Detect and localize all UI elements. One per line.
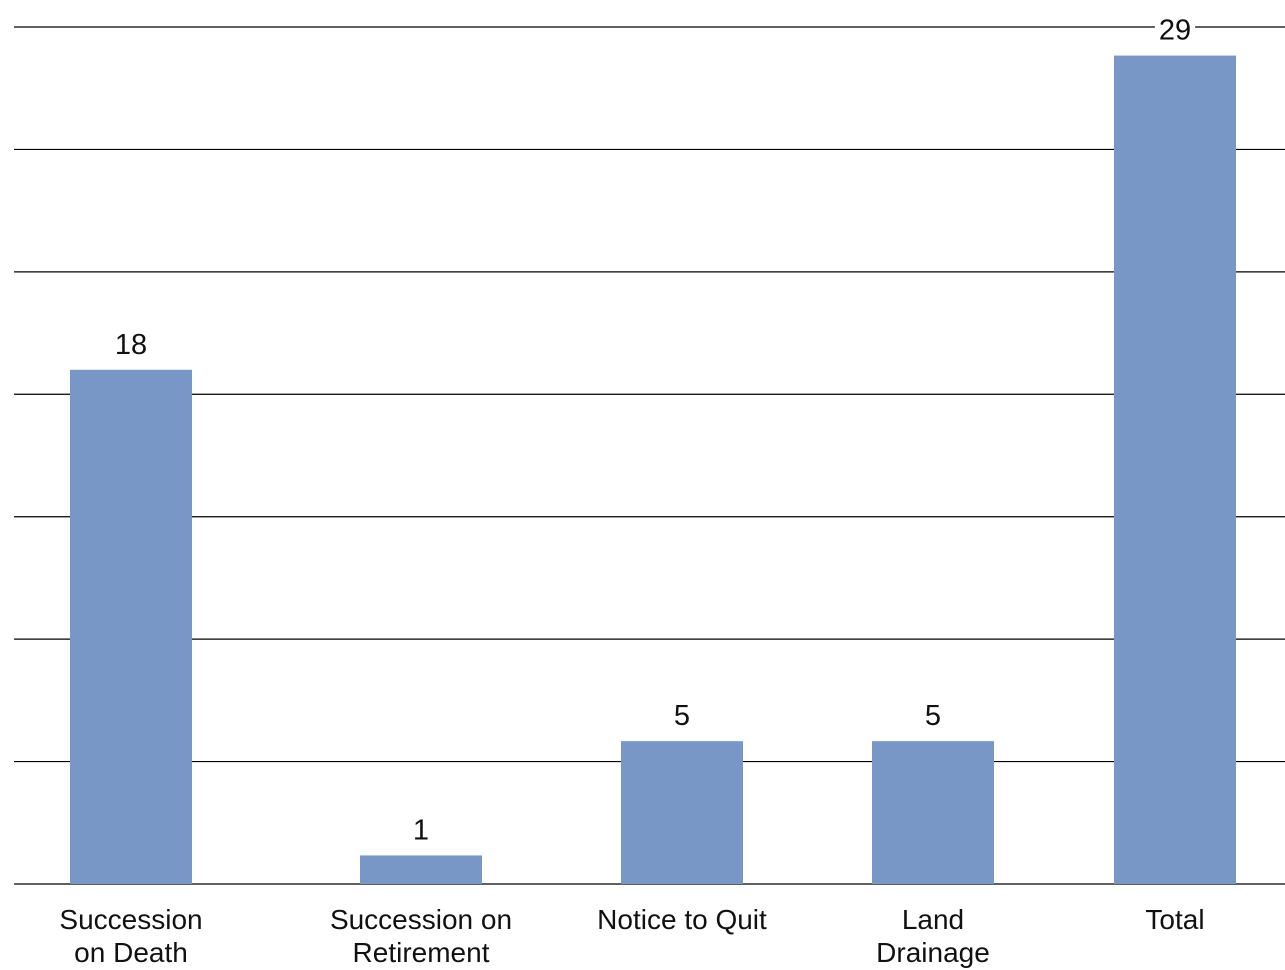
category-label: Succession: [59, 904, 202, 935]
value-label: 5: [925, 700, 941, 732]
value-label: 29: [1159, 15, 1191, 47]
value-labels: 18 1 5 5 29: [110, 15, 1196, 846]
value-label-background: [110, 329, 152, 360]
value-label: 1: [413, 814, 429, 846]
category-label: Succession on: [330, 904, 512, 935]
value-label-background: [920, 701, 946, 732]
category-label: Total: [1145, 904, 1204, 935]
bars: [70, 55, 1236, 885]
value-label-background: [1154, 15, 1196, 46]
category-label: Retirement: [353, 937, 490, 968]
category-label: on Death: [74, 937, 188, 968]
category-label: Notice to Quit: [597, 904, 767, 935]
gridlines: [14, 26, 1285, 885]
value-label-background: [408, 815, 434, 846]
category-label: Drainage: [876, 937, 990, 968]
category-label: Land: [902, 904, 964, 935]
value-label: 5: [674, 700, 690, 732]
bar: [360, 855, 482, 884]
value-label: 18: [115, 329, 147, 361]
bar: [1114, 55, 1236, 885]
bar: [70, 369, 192, 884]
bar: [621, 741, 743, 884]
value-label-background: [669, 701, 695, 732]
bar: [872, 741, 994, 884]
